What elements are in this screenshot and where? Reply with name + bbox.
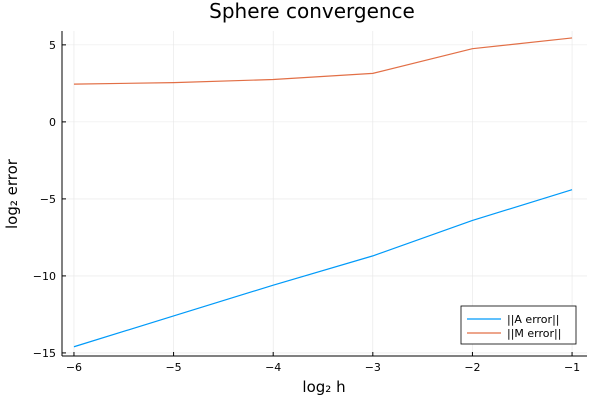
x-tick-label: −2 (464, 361, 480, 374)
y-axis-label: log₂ error (3, 158, 21, 229)
y-tick-label: 5 (49, 39, 56, 52)
series-line-a-error (73, 189, 573, 348)
y-tick-label: −15 (33, 347, 56, 360)
series-line-m-error (73, 37, 573, 85)
chart-title: Sphere convergence (209, 0, 415, 23)
tick-labels: −6 −5 −4 −3 −2 −1 −15 −10 −5 0 5 (33, 39, 580, 374)
axes (61, 31, 587, 357)
x-tick-label: −3 (365, 361, 381, 374)
x-tick-label: −4 (265, 361, 281, 374)
legend-label-m-error: ||M error|| (507, 327, 561, 340)
x-tick-label: −6 (66, 361, 82, 374)
y-tick-label: 0 (49, 116, 56, 129)
legend-label-a-error: ||A error|| (507, 313, 559, 326)
series-group (73, 37, 573, 348)
grid (62, 31, 587, 356)
x-tick-label: −1 (564, 361, 580, 374)
legend: ||A error|| ||M error|| (460, 305, 577, 345)
y-tick-label: −10 (33, 270, 56, 283)
x-axis-label: log₂ h (302, 378, 345, 396)
legend-box (460, 305, 577, 345)
x-tick-label: −5 (165, 361, 181, 374)
y-tick-label: −5 (40, 193, 56, 206)
